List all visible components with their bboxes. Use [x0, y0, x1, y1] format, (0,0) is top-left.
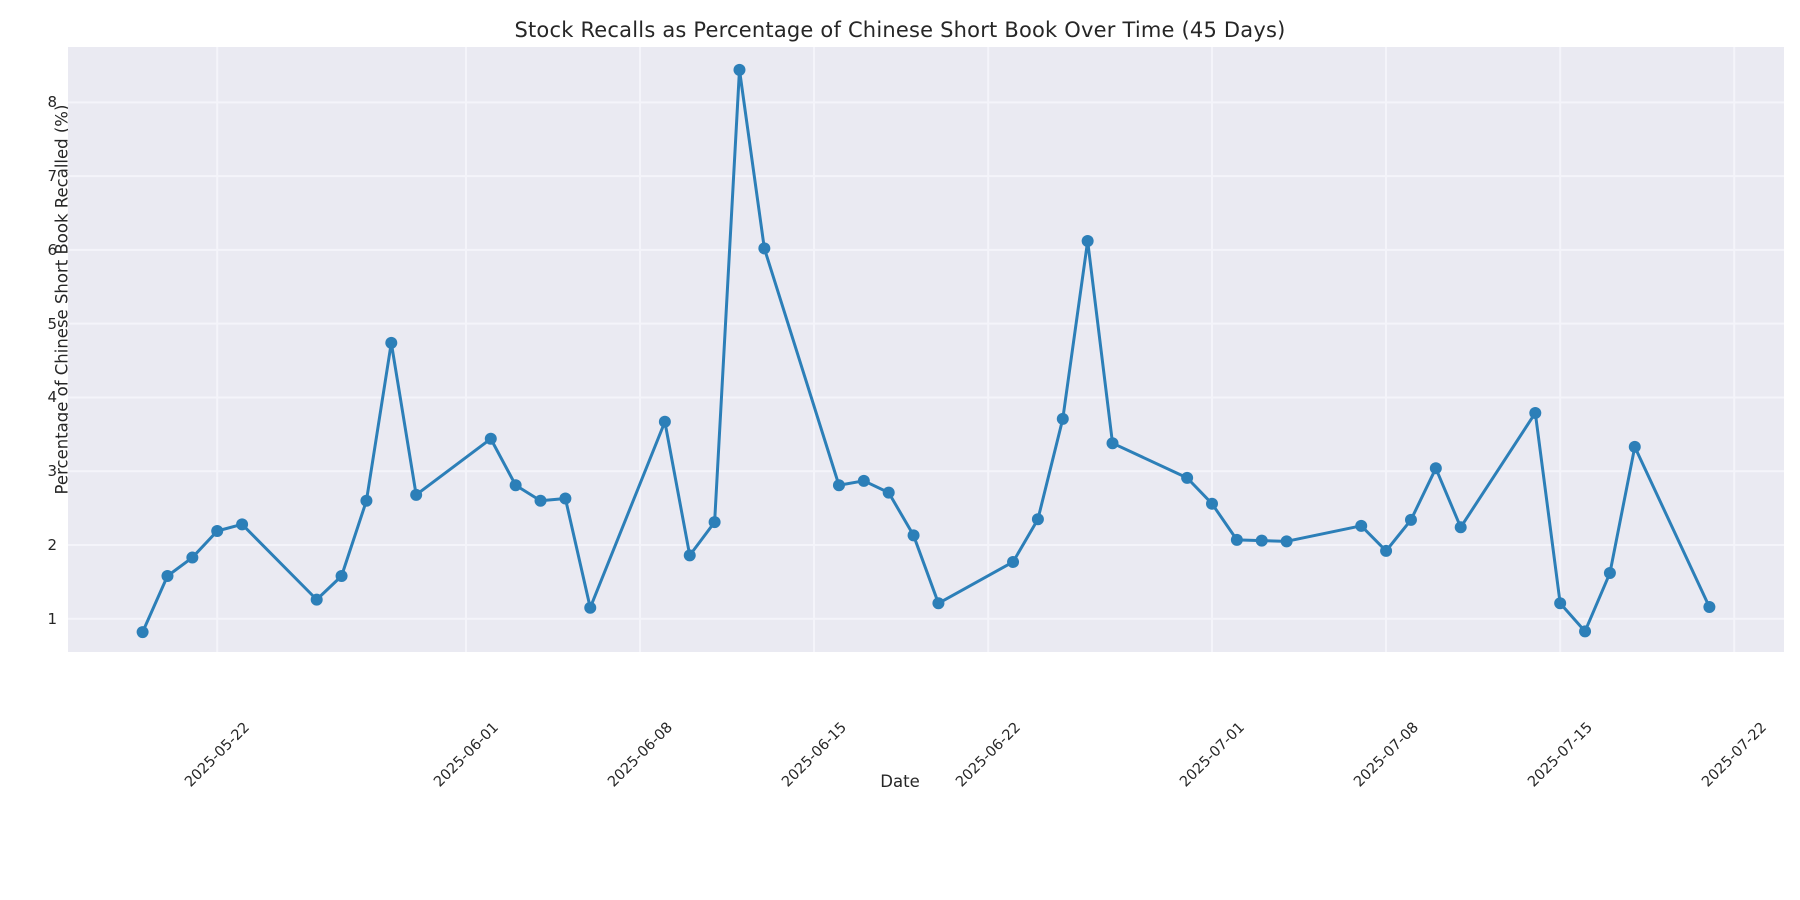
x-tick-label: 2025-06-01	[431, 660, 562, 791]
x-axis-label: Date	[880, 772, 920, 791]
plot-area	[68, 47, 1784, 652]
x-tick-label: 2025-07-15	[1525, 660, 1656, 791]
x-tick-label: 2025-07-22	[1699, 660, 1800, 791]
x-tick-label: 2025-07-08	[1351, 660, 1482, 791]
y-tick-label: 8	[47, 93, 57, 112]
x-tick-label: 2025-06-08	[605, 660, 736, 791]
x-tick-label: 2025-05-22	[182, 660, 313, 791]
y-tick-label: 6	[47, 240, 57, 259]
x-tick-label: 2025-06-22	[953, 660, 1084, 791]
y-tick-label: 7	[47, 167, 57, 186]
y-tick-label: 3	[47, 462, 57, 481]
page-title: Stock Recalls as Percentage of Chinese S…	[514, 18, 1286, 42]
y-tick-label: 4	[47, 388, 57, 407]
y-tick-label: 1	[47, 609, 57, 628]
x-tick-label: 2025-06-15	[779, 660, 910, 791]
grid-lines	[68, 47, 1784, 652]
y-tick-label: 2	[47, 536, 57, 555]
line-series	[136, 63, 1716, 639]
x-tick-label: 2025-07-01	[1177, 660, 1308, 791]
y-tick-label: 5	[47, 314, 57, 333]
